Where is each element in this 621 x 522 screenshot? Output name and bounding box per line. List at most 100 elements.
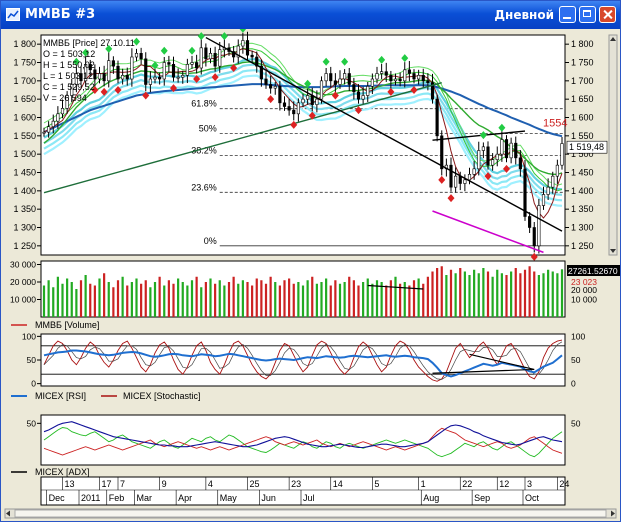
price-candle-body	[440, 135, 444, 170]
volume-bar	[186, 285, 189, 317]
scroll-right-arrow[interactable]	[611, 510, 615, 517]
price-candle-body	[356, 91, 361, 100]
volume-bar	[61, 283, 64, 317]
price-candle-body	[537, 205, 541, 247]
price-tick-label-left: 1 250	[13, 241, 36, 251]
volume-tick-label-left: 30 000	[10, 260, 36, 270]
buy-signal-marker	[220, 32, 228, 41]
volume-bar	[283, 280, 286, 317]
volume-bar	[380, 282, 383, 317]
buy-signal-marker	[498, 123, 506, 132]
volume-tick-label-right: 20 000	[571, 285, 597, 295]
price-candle-body	[245, 40, 250, 56]
price-vertical-scrollbar[interactable]	[608, 34, 618, 256]
price-tick-label-right: 1 350	[571, 204, 594, 214]
maximize-button[interactable]	[579, 6, 596, 23]
price-candle-body	[546, 186, 550, 195]
scroll-down-arrow[interactable]	[610, 249, 616, 253]
price-candle-body	[292, 109, 296, 115]
price-candle-body	[167, 62, 171, 65]
volume-legend-label: ММВБ [Volume]	[35, 320, 99, 330]
volume-bar	[163, 285, 166, 317]
sell-signal-marker	[91, 86, 99, 94]
price-tick-label-left: 1 300	[13, 223, 36, 233]
price-candle-body	[315, 98, 319, 105]
volume-bar	[510, 271, 513, 317]
buy-signal-marker	[304, 79, 312, 88]
volume-last-box	[567, 265, 620, 276]
price-candle-body	[218, 49, 222, 67]
price-candle-body	[393, 78, 398, 82]
price-candle-body	[273, 86, 277, 89]
volume-bar	[325, 278, 328, 317]
price-candle-body	[176, 76, 180, 79]
price-candle-body	[296, 102, 300, 115]
volume-bar	[121, 276, 124, 317]
price-candle-body	[51, 120, 55, 127]
osc-tick-label-right: 100	[571, 331, 585, 341]
volume-bar	[459, 268, 462, 317]
volume-bar	[264, 283, 268, 317]
price-tick-label-right: 1 800	[571, 39, 594, 49]
scrollbar-thumb[interactable]	[14, 509, 607, 518]
volume-bar	[167, 280, 170, 317]
price-candle-body	[42, 131, 46, 134]
volume-bar	[177, 278, 180, 317]
volume-bar	[533, 271, 536, 317]
price-candle-body	[56, 113, 60, 122]
price-candle-body	[504, 139, 509, 159]
buy-signal-marker	[378, 55, 386, 64]
price-candle-body	[79, 73, 83, 82]
volume-bar	[84, 275, 87, 317]
trendline-neckline	[432, 130, 526, 141]
price-candle-body	[551, 175, 555, 188]
price-candle-body	[398, 78, 402, 82]
day-tick-label: 25	[250, 479, 260, 489]
price-tick-label-right: 1 250	[571, 241, 594, 251]
adx-tick-label-left: 50	[27, 418, 37, 428]
sell-signal-marker	[267, 95, 275, 104]
price-candle-body	[204, 47, 208, 60]
volume-bar	[389, 280, 392, 317]
price-candle-body	[65, 95, 69, 109]
volume-bar	[454, 273, 457, 317]
volume-bar	[42, 285, 46, 317]
price-candle-body	[181, 75, 185, 78]
volume-bar	[149, 287, 152, 317]
volume-bar	[385, 285, 388, 317]
volume-bar	[214, 283, 217, 317]
scroll-up-arrow[interactable]	[610, 37, 616, 41]
scroll-left-arrow[interactable]	[6, 510, 10, 517]
volume-bar	[130, 282, 133, 317]
price-candle-body	[486, 146, 490, 166]
volume-bar	[70, 282, 73, 317]
horizontal-scrollbar[interactable]	[4, 508, 617, 519]
price-candle-body	[541, 194, 546, 206]
price-candle-body	[185, 64, 189, 76]
osc-tick-label-right: 0	[571, 379, 576, 389]
volume-last-label: 27261.52670	[568, 266, 618, 276]
price-candle-body	[232, 51, 236, 58]
title-bar[interactable]: ММВБ #3 Дневной	[1, 1, 620, 29]
fib-level-label: 50%	[199, 124, 217, 134]
price-candle-body	[380, 71, 384, 74]
price-candle-body	[144, 58, 148, 85]
minimize-button[interactable]	[559, 6, 576, 23]
month-tick-label: Jun	[261, 493, 276, 503]
sell-signal-marker	[114, 86, 122, 94]
price-candle-body	[287, 106, 291, 111]
price-tick-label-right: 1 750	[571, 58, 594, 68]
price-candle-body	[259, 65, 263, 80]
close-button[interactable]	[599, 6, 616, 23]
volume-bar	[195, 276, 198, 317]
volume-bar	[107, 282, 110, 317]
timeframe-mode[interactable]: Дневной	[494, 8, 554, 22]
volume-bar	[440, 266, 443, 317]
price-candle-body	[88, 64, 92, 71]
volume-bar	[112, 287, 115, 317]
volume-bar	[301, 285, 305, 317]
volume-bar	[514, 268, 517, 317]
volume-bar	[47, 280, 50, 317]
price-tick-label-right: 1 500	[571, 149, 594, 159]
